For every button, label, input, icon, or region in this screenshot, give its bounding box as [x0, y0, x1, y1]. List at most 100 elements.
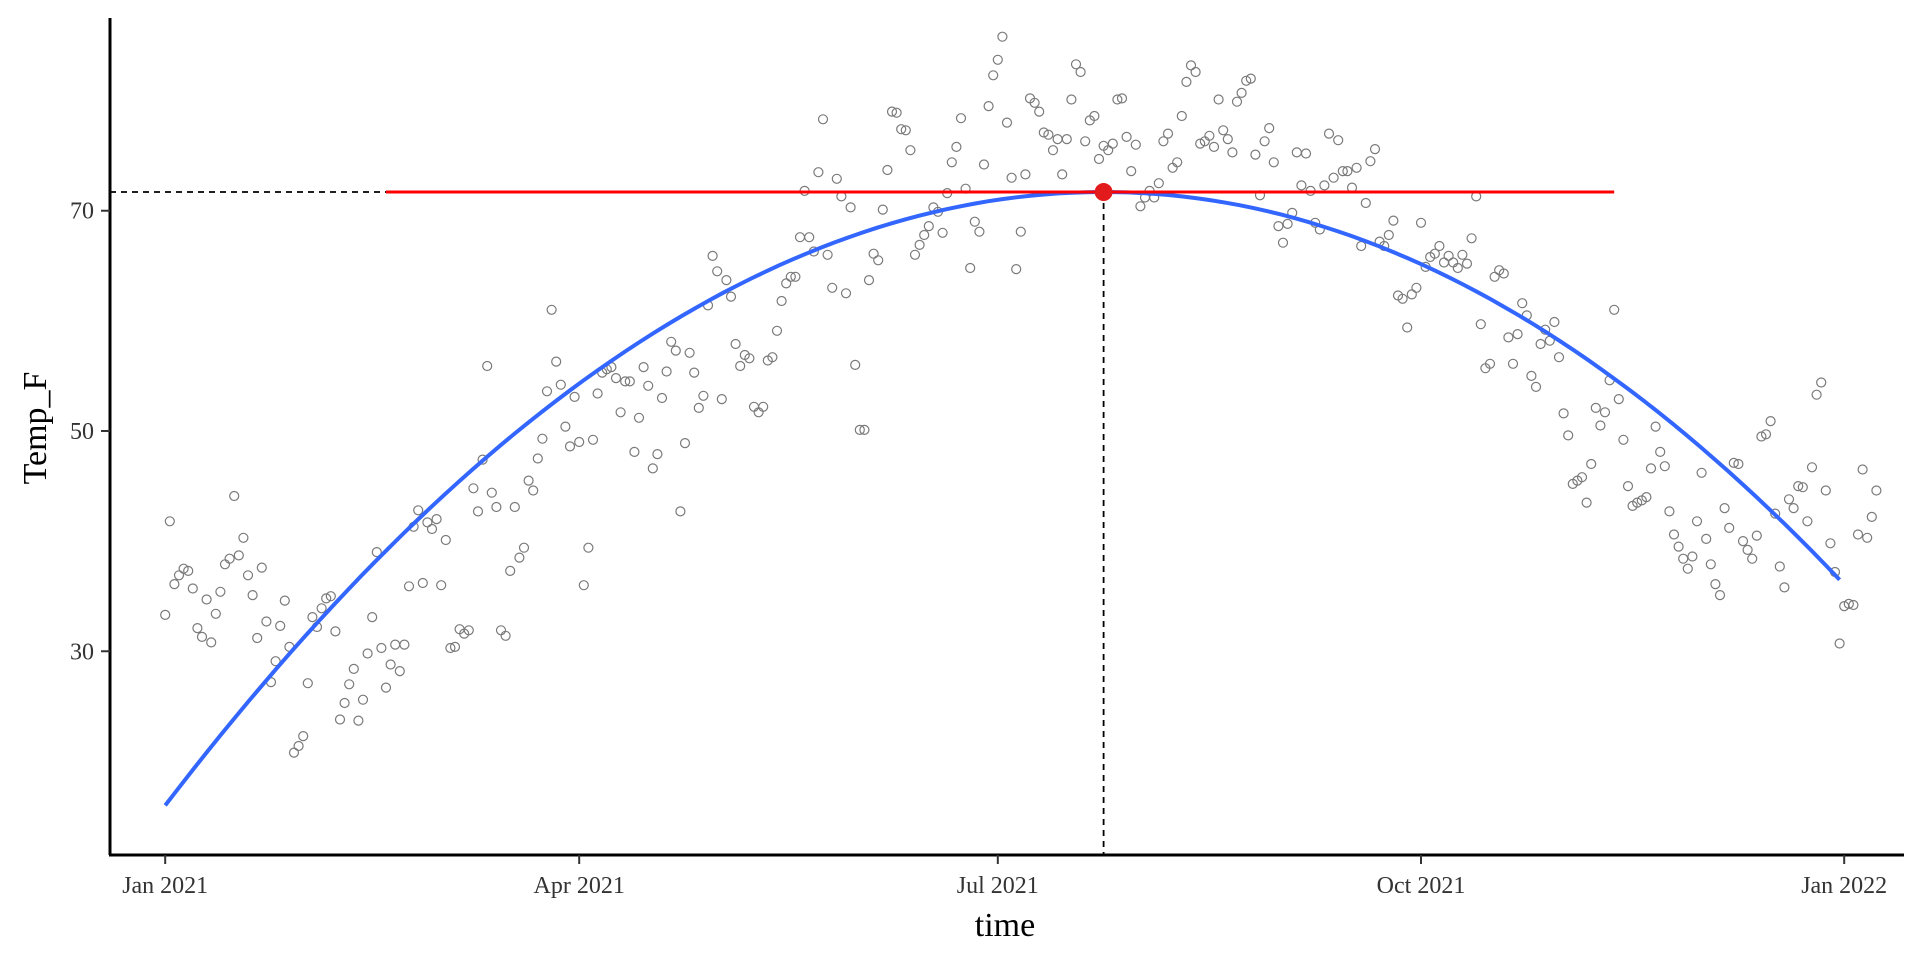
data-point — [270, 656, 281, 667]
data-point — [845, 202, 856, 213]
data-point — [275, 620, 286, 632]
data-point — [1245, 73, 1256, 84]
data-point — [1802, 516, 1813, 527]
data-point — [629, 446, 640, 457]
data-point — [1227, 147, 1238, 158]
data-point — [371, 546, 382, 558]
data-point — [219, 559, 231, 570]
data-point — [1857, 464, 1868, 475]
data-point — [1107, 138, 1118, 149]
data-point — [955, 113, 967, 124]
data-point — [804, 232, 815, 243]
data-point — [468, 483, 479, 494]
data-point — [776, 295, 787, 307]
data-point — [1415, 217, 1427, 228]
data-point — [1457, 249, 1468, 260]
data-point — [403, 581, 415, 592]
data-point — [1691, 516, 1703, 527]
data-point — [1356, 240, 1367, 252]
data-point — [1130, 139, 1141, 150]
data-point — [988, 70, 999, 81]
data-point — [785, 271, 796, 282]
data-point — [206, 637, 217, 648]
data-point — [541, 386, 553, 397]
data-point — [1043, 129, 1054, 140]
data-point — [919, 229, 930, 241]
data-point — [1268, 157, 1279, 168]
data-point — [192, 622, 203, 634]
data-point — [1360, 197, 1371, 209]
data-point — [555, 379, 566, 390]
data-point — [946, 157, 957, 168]
data-point — [1434, 240, 1445, 252]
data-point — [1259, 136, 1270, 147]
data-point — [753, 407, 764, 418]
data-point — [1406, 289, 1417, 300]
data-point — [1443, 250, 1454, 261]
data-point — [1218, 125, 1229, 136]
data-point — [840, 288, 852, 299]
data-point — [348, 663, 359, 675]
data-point — [1126, 166, 1137, 177]
data-point — [233, 550, 244, 561]
data-point — [1167, 162, 1178, 173]
data-point — [1581, 497, 1592, 508]
data-point — [1116, 93, 1128, 104]
data-point — [1397, 293, 1408, 304]
data-point — [1687, 551, 1698, 562]
data-point — [1135, 201, 1146, 212]
data-point — [1402, 322, 1413, 333]
data-point — [1816, 377, 1827, 388]
data-point — [1080, 136, 1091, 147]
data-point — [983, 100, 994, 112]
data-point — [1001, 117, 1013, 128]
data-point — [238, 532, 249, 543]
data-point — [827, 282, 838, 293]
data-point — [551, 356, 562, 367]
data-point — [449, 641, 461, 653]
data-point — [868, 248, 879, 259]
data-point — [160, 609, 171, 621]
data-point — [426, 523, 438, 535]
data-point — [1213, 94, 1224, 105]
data-point — [1747, 553, 1758, 564]
data-point — [380, 682, 392, 693]
data-point — [767, 352, 778, 363]
data-point — [1742, 544, 1753, 556]
data-point — [1843, 598, 1854, 610]
data-point — [721, 275, 732, 286]
data-point — [817, 114, 829, 125]
data-point — [518, 542, 530, 553]
data-point — [242, 570, 254, 581]
data-point — [1319, 180, 1330, 191]
data-point — [523, 475, 534, 486]
x-axis-ticks: Jan 2021 Apr 2021 Jul 2021 Oct 2021 Jan 2022 — [122, 855, 1887, 899]
data-point — [1530, 381, 1542, 392]
data-point — [215, 586, 226, 597]
data-point — [748, 401, 760, 412]
data-point — [1006, 172, 1017, 183]
data-point — [339, 697, 350, 709]
data-point — [1112, 94, 1123, 105]
data-point — [436, 580, 447, 591]
data-point — [891, 107, 902, 118]
data-point — [528, 485, 539, 496]
data-point — [1641, 492, 1652, 503]
data-point — [859, 424, 870, 435]
data-point — [367, 611, 378, 623]
data-point — [463, 625, 474, 636]
data-point — [1351, 162, 1362, 173]
data-point — [670, 345, 681, 356]
data-point — [1682, 563, 1693, 574]
data-point — [1498, 268, 1509, 279]
data-point — [716, 394, 727, 405]
data-point — [1834, 638, 1845, 649]
data-point — [882, 164, 893, 176]
data-point — [1728, 457, 1739, 468]
data-point — [1015, 226, 1026, 237]
fit-curve — [163, 189, 1842, 807]
data-point — [1429, 248, 1440, 259]
data-point — [1779, 582, 1790, 593]
data-point — [1153, 178, 1164, 189]
data-point — [569, 391, 580, 402]
